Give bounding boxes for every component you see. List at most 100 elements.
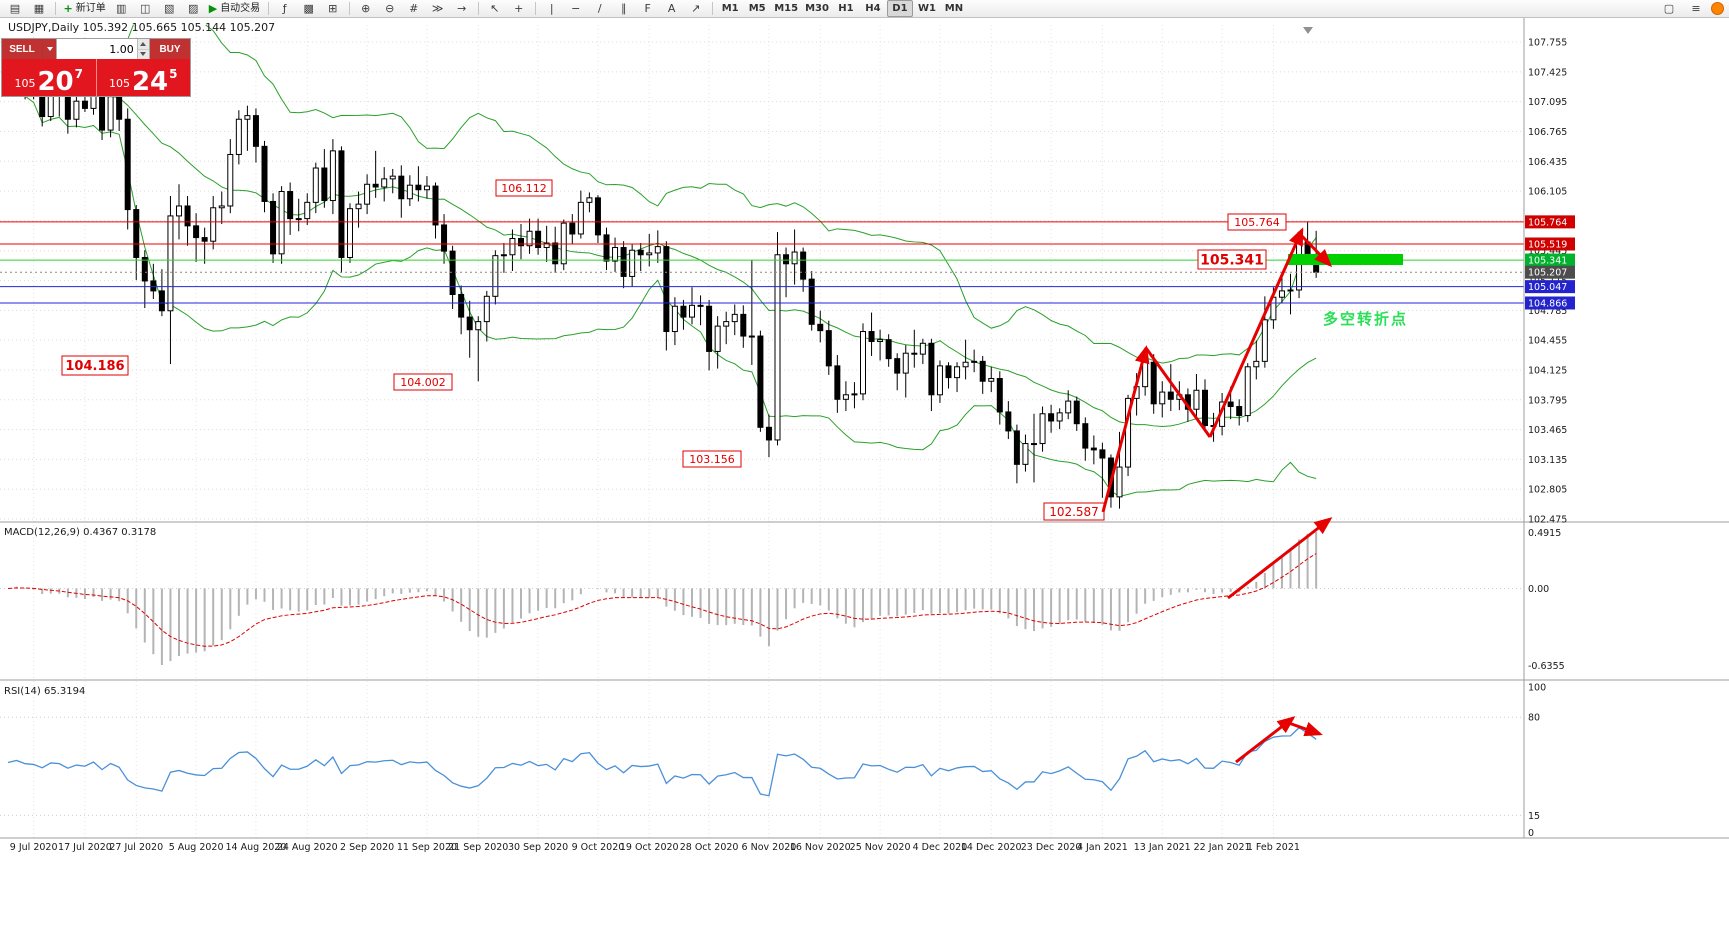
timeframe-mn-button[interactable]: MN (944, 2, 964, 14)
buy-button[interactable]: BUY (150, 39, 190, 59)
auto-scroll-button[interactable]: ≫ (426, 0, 449, 17)
crosshair-button[interactable]: + (507, 0, 530, 17)
candles-layer (5, 51, 1320, 509)
timeframe-h1-button[interactable]: H1 (838, 2, 854, 14)
chart-profiles-button[interactable]: ▦ (28, 0, 51, 17)
objects-list-button[interactable]: ▩ (297, 0, 320, 17)
svg-text:103.135: 103.135 (1528, 455, 1567, 466)
indicators-button[interactable]: ƒ (273, 0, 296, 17)
docking-icon: ▢ (1663, 1, 1675, 15)
macd-pane: MACD(12,26,9) 0.4367 0.3178 0.4915 0.00 -0.… (0, 527, 1565, 672)
svg-text:106.765: 106.765 (1528, 127, 1567, 138)
vertical-line-button[interactable]: | (540, 0, 563, 17)
support-zone-rect[interactable] (1288, 254, 1403, 265)
tile-windows-button[interactable]: ⊞ (321, 0, 344, 17)
indicators-icon: ƒ (282, 1, 287, 15)
price-callouts[interactable]: 106.112 105.764 105.341 104.186 104.002 103.1… (61, 179, 1287, 521)
text-label-button[interactable]: A (660, 0, 683, 17)
svg-text:13 Jan 2021: 13 Jan 2021 (1134, 842, 1191, 853)
svg-text:106.112: 106.112 (501, 182, 547, 195)
arrow-objects-button[interactable]: ↗ (684, 0, 707, 17)
chart-shift-marker[interactable] (1303, 27, 1313, 34)
toolbar-separator (267, 2, 269, 15)
volume-input[interactable] (57, 39, 137, 59)
svg-text:103.156: 103.156 (689, 453, 735, 466)
new-order-icon: + (63, 1, 73, 15)
new-order-button[interactable]: + 新订单 (61, 0, 109, 17)
toolbar-separator (55, 2, 56, 15)
equidistant-channel-icon: ∥ (620, 1, 627, 15)
buy-price-display[interactable]: 105 24 5 (96, 59, 190, 97)
svg-text:102.475: 102.475 (1528, 515, 1567, 526)
svg-text:104.866: 104.866 (1528, 298, 1567, 309)
terminal-button[interactable]: ▨ (182, 0, 205, 17)
price-chart-canvas[interactable]: 107.755 107.425 107.095 106.765 106.435 106.1… (0, 18, 1729, 940)
equidistant-channel-button[interactable]: ∥ (612, 0, 635, 17)
svg-text:16 Nov 2020: 16 Nov 2020 (790, 842, 851, 853)
svg-text:-0.6355: -0.6355 (1528, 661, 1565, 672)
buy-price-main: 105 (108, 77, 130, 90)
chart-shift-button[interactable]: → (450, 0, 473, 17)
svg-text:17 Jul 2020: 17 Jul 2020 (58, 842, 112, 853)
fibonacci-button[interactable]: F (636, 0, 659, 17)
sell-price-display[interactable]: 105 20 7 (2, 59, 97, 96)
order-type-dropdown[interactable] (42, 39, 56, 59)
arrow-objects-icon: ↗ (691, 1, 701, 15)
svg-text:80: 80 (1528, 713, 1540, 724)
market-watch-icon: ▥ (116, 1, 127, 15)
volume-decrease-button[interactable] (137, 49, 149, 59)
svg-text:6 Nov 2020: 6 Nov 2020 (742, 842, 797, 853)
auto-scroll-icon: ≫ (431, 1, 444, 15)
timeframe-h4-button[interactable]: H4 (865, 2, 881, 14)
svg-text:5 Aug 2020: 5 Aug 2020 (169, 842, 224, 853)
new-chart-button[interactable]: ▤ (4, 0, 27, 17)
svg-text:9 Jul 2020: 9 Jul 2020 (10, 842, 58, 853)
timeframe-m30-button[interactable]: M30 (805, 2, 829, 14)
data-window-icon: ◫ (140, 1, 151, 15)
svg-text:14 Aug 2020: 14 Aug 2020 (226, 842, 287, 853)
timeframe-w1-button[interactable]: W1 (917, 2, 936, 14)
horizontal-line-button[interactable]: − (564, 0, 587, 17)
trendline-button[interactable]: / (588, 0, 611, 17)
timeframe-m5-button[interactable]: M5 (748, 2, 766, 14)
svg-text:21 Sep 2020: 21 Sep 2020 (448, 842, 508, 853)
timeframe-d1-button[interactable]: D1 (886, 0, 913, 17)
grid-toggle-button[interactable]: # (402, 0, 425, 17)
volume-increase-button[interactable] (137, 39, 149, 50)
svg-text:107.095: 107.095 (1528, 97, 1567, 108)
svg-text:MACD(12,26,9) 0.4367 0.3178: MACD(12,26,9) 0.4367 0.3178 (4, 527, 156, 538)
buy-price-pips: 24 (131, 67, 169, 97)
vertical-line-icon: | (549, 1, 554, 15)
navigator-button[interactable]: ▧ (158, 0, 181, 17)
price-axis[interactable]: 107.755 107.425 107.095 106.765 106.435 106.1… (1528, 38, 1567, 526)
svg-text:105.207: 105.207 (1528, 268, 1567, 279)
chart-title: USDJPY,Daily 105.392 105.665 105.144 105… (8, 21, 276, 34)
trade-panel-controls: SELL BUY (2, 39, 190, 59)
cursor-button[interactable]: ↖ (483, 0, 506, 17)
sell-price-pips: 20 (37, 67, 74, 97)
menu-button[interactable]: ≡ (1685, 0, 1708, 17)
svg-text:103.795: 103.795 (1528, 395, 1567, 406)
market-watch-button[interactable]: ▥ (110, 0, 133, 17)
zoom-in-button[interactable]: ⊕ (354, 0, 377, 17)
timeframe-m1-button[interactable]: M1 (721, 2, 739, 14)
trend-arrows[interactable] (1101, 227, 1333, 764)
zoom-out-button[interactable]: ⊖ (378, 0, 401, 17)
svg-text:100: 100 (1528, 683, 1546, 694)
svg-text:107.425: 107.425 (1528, 67, 1567, 78)
svg-text:多空转折点: 多空转折点 (1323, 310, 1408, 328)
svg-text:102.805: 102.805 (1528, 485, 1567, 496)
timeframe-m15-button[interactable]: M15 (774, 2, 799, 14)
svg-text:4 Jan 2021: 4 Jan 2021 (1077, 842, 1128, 853)
sell-button[interactable]: SELL (2, 39, 42, 59)
connection-status-icon (1711, 2, 1724, 15)
autotrading-button[interactable]: ▶ 自动交易 (206, 0, 263, 17)
cn-annotation[interactable]: 多空转折点 (1323, 310, 1408, 328)
data-window-button[interactable]: ◫ (134, 0, 157, 17)
docking-button[interactable]: ▢ (1658, 0, 1681, 17)
objects-list-icon: ▩ (303, 1, 314, 15)
pane-borders (0, 18, 1729, 839)
chart-shift-icon: → (457, 1, 467, 15)
bollinger-bands (7, 25, 1317, 497)
